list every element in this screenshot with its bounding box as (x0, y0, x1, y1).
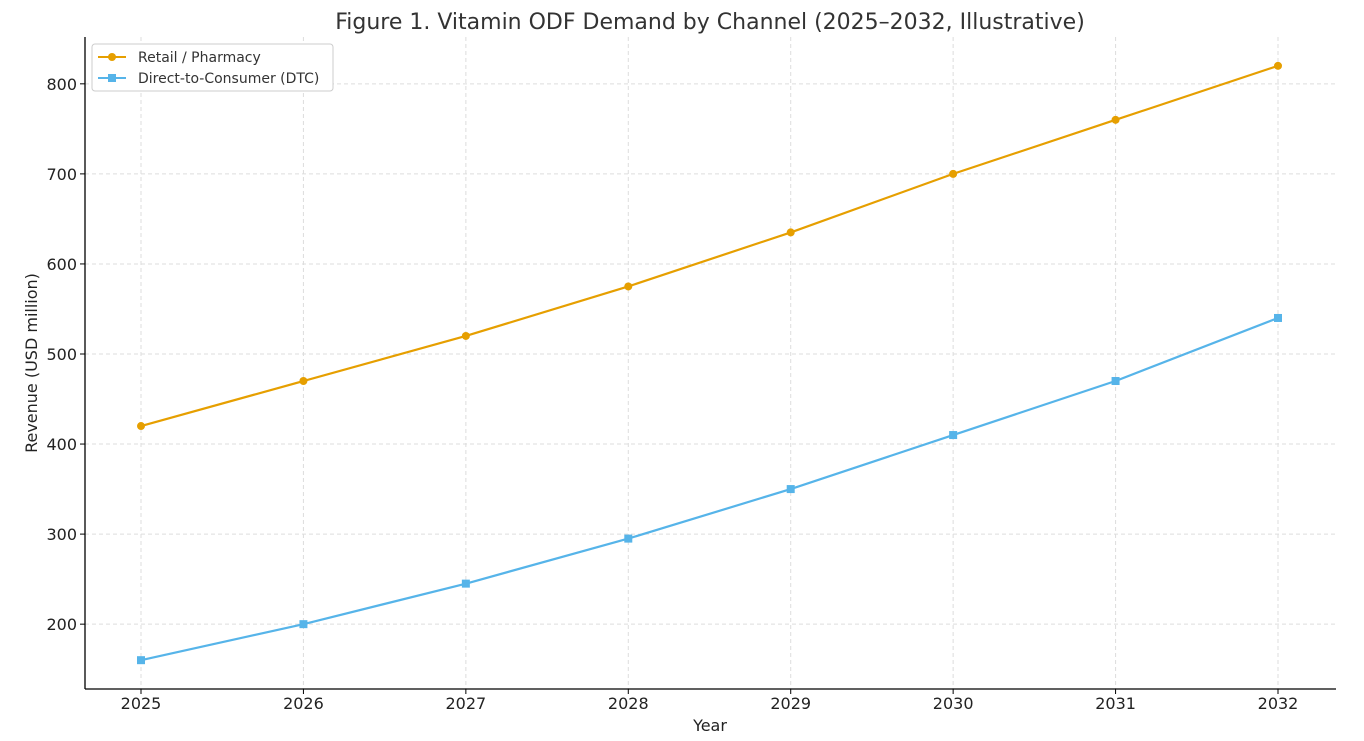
x-tick-label: 2026 (283, 694, 324, 713)
series-line (140, 316, 1279, 662)
y-tick-label: 700 (46, 165, 77, 184)
data-point (299, 377, 308, 386)
y-tick-label: 300 (46, 525, 77, 544)
y-tick-label: 500 (46, 345, 77, 364)
data-point (299, 620, 308, 629)
data-point (1111, 377, 1120, 386)
series-layer (137, 61, 1282, 665)
x-tick-label: 2030 (933, 694, 974, 713)
data-point (137, 656, 145, 665)
x-tick-label: 2028 (608, 694, 649, 713)
x-tick-label: 2031 (1095, 694, 1136, 713)
ticks: 2025 2026 2027 2028 2029 2030 2031 2032 200 300 40… (46, 75, 1298, 713)
series-line (140, 64, 1279, 428)
data-point (461, 579, 470, 588)
legend-marker-dtc (108, 74, 116, 82)
data-point (1274, 61, 1282, 70)
legend-label-retail: Retail / Pharmacy (138, 50, 261, 66)
data-point (624, 282, 633, 291)
y-tick-label: 800 (46, 75, 77, 94)
x-tick-label: 2032 (1258, 694, 1299, 713)
y-axis-label: Revenue (USD million) (22, 273, 41, 453)
x-tick-label: 2029 (770, 694, 811, 713)
series-0 (137, 61, 1282, 431)
x-tick-label: 2025 (121, 694, 162, 713)
legend: Retail / Pharmacy Direct-to-Consumer (DT… (91, 43, 334, 92)
data-point (1274, 313, 1282, 322)
y-tick-label: 600 (46, 255, 77, 274)
data-point (949, 169, 958, 178)
data-point (461, 331, 470, 340)
y-tick-label: 200 (46, 615, 77, 634)
legend-box (91, 43, 334, 92)
data-point (786, 228, 795, 237)
x-tick-label: 2027 (445, 694, 486, 713)
legend-label-dtc: Direct-to-Consumer (DTC) (138, 71, 319, 87)
legend-marker-retail (108, 53, 116, 61)
grid (85, 37, 1336, 689)
x-axis-label: Year (692, 716, 727, 735)
series-1 (137, 313, 1282, 665)
y-tick-label: 400 (46, 435, 77, 454)
chart-title: Figure 1. Vitamin ODF Demand by Channel … (335, 10, 1085, 35)
data-point (624, 534, 633, 543)
data-point (786, 485, 795, 494)
data-point (949, 431, 958, 440)
data-point (137, 422, 145, 431)
data-point (1111, 115, 1120, 124)
